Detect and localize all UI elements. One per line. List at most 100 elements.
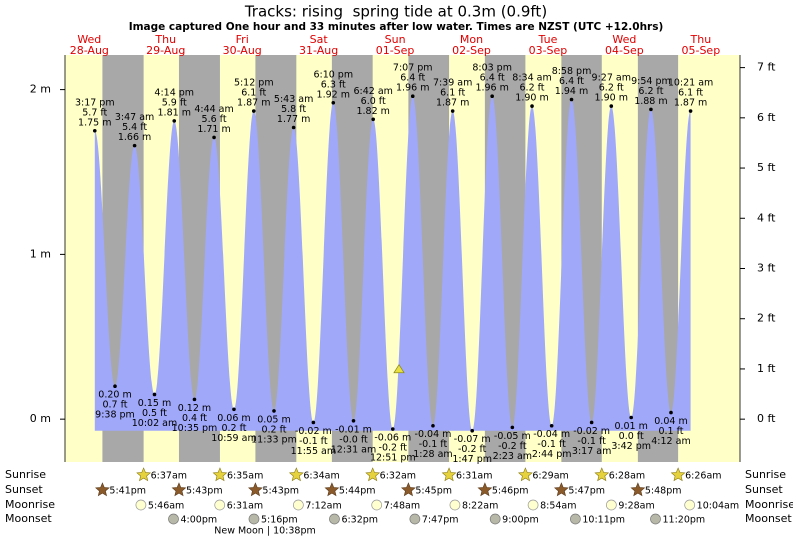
tide-label: 6.3 ft <box>321 79 346 90</box>
tide-label: 1.82 m <box>356 106 389 117</box>
day-name: Sun <box>385 33 406 46</box>
day-date: 29-Aug <box>146 44 185 57</box>
tide-label: 10:02 am <box>132 418 177 429</box>
tide-extremum <box>113 384 117 389</box>
y2-tick-label: 1 ft <box>757 362 776 375</box>
moonset-time: 4:00pm <box>181 515 218 526</box>
tide-extremum <box>291 125 296 130</box>
tide-label: 5.4 ft <box>122 122 147 133</box>
tide-extremum <box>629 415 633 420</box>
tide-label: 4:44 am <box>194 104 233 115</box>
sunset-time: 5:44pm <box>339 486 376 497</box>
day-date: 28-Aug <box>70 44 109 57</box>
tide-extremum <box>331 100 336 105</box>
tide-label: 5.9 ft <box>162 97 187 108</box>
tide-label: 1.90 m <box>595 93 628 104</box>
sunrise-time: 6:29am <box>532 471 568 482</box>
tide-label: 4:12 am <box>651 436 690 447</box>
moonrise-time: 8:54am <box>540 501 576 512</box>
sunset-icon <box>95 482 110 497</box>
sunrise-time: 6:26am <box>685 471 721 482</box>
tide-label: 10:35 pm <box>172 423 218 434</box>
moonset-icon <box>650 513 661 525</box>
tide-label: 6.1 ft <box>678 88 703 99</box>
tide-extremum <box>192 397 197 402</box>
tide-label: -0.1 ft <box>577 436 606 447</box>
sunrise-time: 6:35am <box>227 471 263 482</box>
tide-extremum <box>251 109 256 113</box>
sunrise-row-label: Sunrise <box>5 468 46 481</box>
current-marker <box>393 363 405 374</box>
day-date: 04-Sep <box>605 44 644 57</box>
y2-tick-label: 2 ft <box>757 312 776 325</box>
tide-extremum <box>669 410 673 415</box>
sunrise-time: 6:31am <box>456 471 492 482</box>
tide-label: 7:39 am <box>433 78 472 89</box>
tide-label: 1.71 m <box>197 124 230 135</box>
sunset-row-label: Sunset <box>745 483 783 496</box>
sunset-icon <box>553 482 569 497</box>
tide-label: 1.87 m <box>237 98 270 109</box>
tide-area <box>94 96 691 431</box>
sunset-time: 5:45pm <box>415 486 452 497</box>
y2-tick-label: 7 ft <box>757 61 776 74</box>
day-name: Mon <box>460 33 483 46</box>
tide-label: 5:12 pm <box>234 78 274 89</box>
moonset-icon <box>248 513 260 525</box>
moonrise-icon <box>135 499 147 511</box>
moonrise-icon <box>605 499 617 511</box>
sunset-icon <box>171 482 187 497</box>
tide-label: -0.04 m <box>533 429 570 440</box>
moonrise-icon <box>527 499 539 511</box>
sunrise-time: 6:37am <box>151 471 187 482</box>
tide-extremum <box>549 423 554 428</box>
tide-label: 1.66 m <box>118 132 151 143</box>
moonset-time: 5:16pm <box>261 515 298 526</box>
tide-extremum <box>569 97 574 102</box>
tide-label: 1.92 m <box>317 89 350 100</box>
sunset-time: 5:47pm <box>568 486 605 497</box>
tide-extremum <box>92 128 97 133</box>
moonset-icon <box>168 513 179 525</box>
moonrise-time: 8:22am <box>462 501 498 512</box>
tide-extremum <box>152 392 157 397</box>
sunrise-time: 6:34am <box>303 471 339 482</box>
tide-label: 6.2 ft <box>520 83 545 94</box>
y2-tick-label: 4 ft <box>757 211 776 224</box>
tide-label: 1.94 m <box>555 86 588 97</box>
moonrise-time: 10:04am <box>697 501 739 512</box>
tide-label: 11:55 am <box>291 446 336 457</box>
tide-label: 0.0 ft <box>619 431 644 442</box>
tide-label: 1:28 am <box>413 449 452 460</box>
sunrise-icon <box>288 467 304 482</box>
sunset-icon <box>400 482 416 497</box>
sunrise-time: 6:28am <box>609 471 645 482</box>
sunrise-row-label: Sunrise <box>745 468 786 481</box>
chart-title: Tracks: rising spring tide at 0.3m (0.9f… <box>244 3 547 21</box>
moonset-icon <box>409 513 421 525</box>
tide-label: 11:33 pm <box>251 434 297 445</box>
tide-label: 0.12 m <box>178 403 211 414</box>
tide-extremum <box>609 104 614 108</box>
day-date: 05-Sep <box>681 44 720 57</box>
y-tick-label: 1 m <box>30 247 51 260</box>
tide-label: 5.8 ft <box>281 104 306 115</box>
day-name: Wed <box>612 33 636 46</box>
y2-tick-label: 0 ft <box>757 412 776 425</box>
moonset-icon <box>570 513 581 525</box>
moonrise-row-label: Moonrise <box>5 498 55 511</box>
tide-label: 6:10 pm <box>313 69 353 80</box>
tide-extremum <box>172 119 177 123</box>
moonset-row-label: Moonset <box>5 512 52 525</box>
moonset-time: 7:47pm <box>422 515 459 526</box>
tide-label: 2:44 pm <box>532 449 572 460</box>
tide-label: 9:27 am <box>592 73 631 84</box>
tide-label: 8:34 am <box>512 73 551 84</box>
sunset-time: 5:46pm <box>492 486 529 497</box>
tide-label: -0.2 ft <box>458 444 487 455</box>
tide-extremum <box>431 423 435 428</box>
moonrise-time: 6:31am <box>227 501 263 512</box>
tide-label: 6.2 ft <box>638 86 663 97</box>
sunset-time: 5:48pm <box>645 486 682 497</box>
